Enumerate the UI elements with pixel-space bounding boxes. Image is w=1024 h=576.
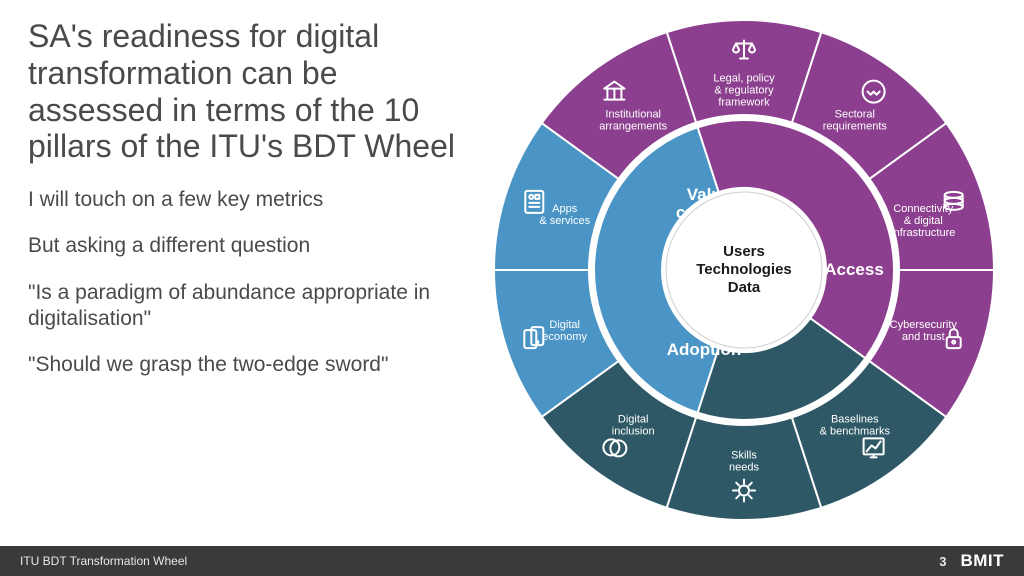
wheel-svg: Apps& servicesDigitaleconomyDigitalinclu… [484,10,1004,530]
wheel-diagram: Apps& servicesDigitaleconomyDigitalinclu… [484,10,1004,530]
wedge-label: Institutionalarrangements [599,109,667,133]
left-column: SA's readiness for digital transformatio… [28,18,468,398]
slide-title: SA's readiness for digital transformatio… [28,18,468,165]
bullet-item: "Should we grasp the two-edge sword" [28,352,468,378]
bullet-item: But asking a different question [28,233,468,259]
wedge-label: Digitalinclusion [612,413,655,437]
bullet-item: "Is a paradigm of abundance appropriate … [28,280,468,333]
ring-label: Access [824,260,884,279]
brand-logo: BMIT [960,551,1004,571]
bullet-item: I will touch on a few key metrics [28,187,468,213]
bullet-list: I will touch on a few key metrics But ask… [28,187,468,378]
wedge-label: Legal, policy& regulatoryframework [713,73,775,109]
page-number: 3 [939,554,946,569]
footer-bar: ITU BDT Transformation Wheel 3 BMIT [0,546,1024,576]
slide: SA's readiness for digital transformatio… [0,0,1024,576]
footer-text: ITU BDT Transformation Wheel [20,554,187,568]
wedge-label: Skillsneeds [729,450,759,474]
